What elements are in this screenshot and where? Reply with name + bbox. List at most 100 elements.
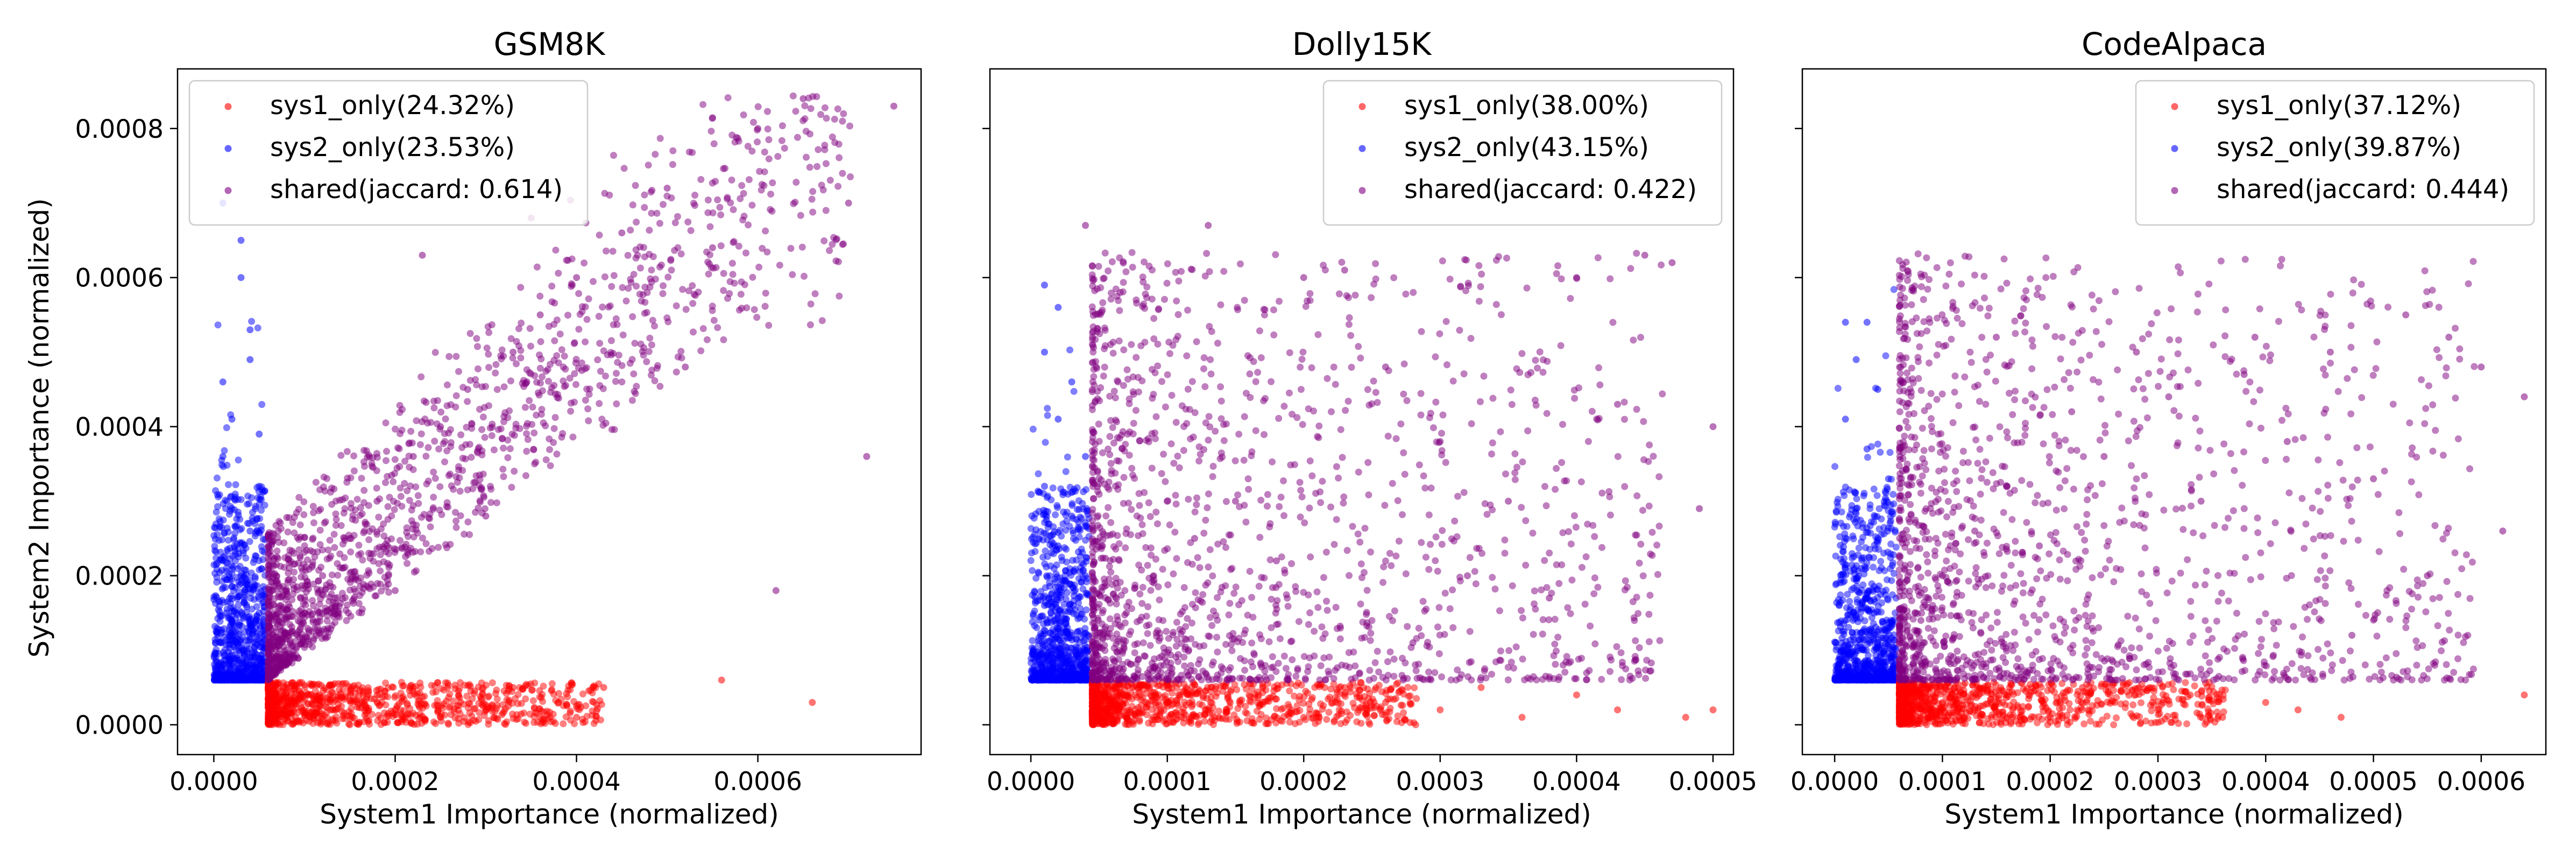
density-point (630, 370, 638, 378)
density-point (265, 699, 273, 706)
density-point (379, 693, 386, 700)
density-point (218, 524, 225, 531)
density-point (240, 573, 247, 580)
density-point (332, 516, 340, 523)
density-point (826, 247, 833, 254)
density-point (509, 354, 516, 362)
density-point (466, 377, 474, 384)
density-point (451, 705, 458, 713)
density-point (480, 494, 488, 501)
density-point (648, 266, 655, 274)
data-point-shared (845, 199, 852, 207)
density-point (533, 411, 540, 419)
density-point (500, 473, 507, 480)
density-point (328, 571, 336, 579)
density-point (346, 688, 353, 695)
y-tick-label: 0.0000 (75, 711, 164, 741)
density-point (671, 219, 679, 227)
density-point (1059, 491, 1067, 498)
density-point (417, 684, 424, 691)
density-point (1052, 511, 1059, 518)
density-point (379, 543, 387, 551)
density-point (1049, 664, 1057, 672)
density-point (452, 353, 460, 360)
density-point (521, 404, 529, 411)
density-point (440, 440, 447, 447)
density-point (450, 698, 457, 705)
density-point (641, 253, 648, 260)
density-point (605, 304, 612, 311)
data-point-shared (437, 423, 444, 431)
density-point (1325, 708, 1333, 716)
density-point (396, 409, 404, 416)
density-point (397, 430, 404, 438)
density-point (336, 564, 344, 571)
density-point (556, 330, 564, 338)
density-point (443, 402, 451, 410)
density-point (1061, 615, 1068, 623)
density-point (253, 630, 261, 637)
density-point (273, 547, 281, 555)
density-point (809, 208, 817, 216)
points-layer (1027, 222, 1717, 729)
density-point (277, 653, 285, 661)
density-point (648, 278, 655, 286)
density-point (820, 237, 828, 244)
density-point (284, 579, 292, 586)
density-point (716, 203, 724, 211)
density-point (807, 300, 815, 308)
density-point (627, 227, 634, 234)
density-point (504, 436, 512, 444)
density-point (258, 506, 265, 514)
data-point-sys1_only (536, 714, 544, 721)
density-point (498, 355, 505, 363)
density-point (778, 137, 785, 144)
data-point-shared (373, 497, 381, 505)
density-point (315, 588, 323, 595)
density-point (1136, 716, 1143, 724)
density-point (571, 370, 578, 377)
density-point (492, 690, 499, 697)
density-point (610, 152, 617, 159)
density-point (631, 340, 639, 347)
density-point (271, 664, 278, 671)
density-point (1296, 719, 1303, 726)
density-point (295, 494, 303, 501)
density-point (276, 696, 283, 703)
density-point (340, 509, 348, 517)
density-point (500, 445, 507, 452)
density-point (493, 499, 500, 506)
density-point (281, 554, 289, 561)
density-point (619, 284, 626, 291)
density-point (289, 519, 296, 526)
density-point (625, 285, 632, 292)
density-point (485, 350, 492, 358)
density-point (235, 456, 242, 464)
density-point (704, 196, 712, 204)
density-point (383, 548, 390, 555)
density-point (297, 533, 304, 541)
density-point (703, 336, 711, 343)
density-point (530, 429, 538, 436)
density-point (648, 367, 656, 374)
density-point (271, 669, 278, 677)
density-point (1060, 601, 1068, 608)
density-point (609, 248, 617, 255)
density-point (478, 696, 486, 703)
density-point (261, 502, 268, 509)
density-point (316, 617, 324, 625)
density-point (519, 379, 526, 387)
density-point (240, 594, 248, 601)
density-point (253, 603, 260, 610)
density-point (365, 567, 372, 574)
density-point (738, 305, 745, 312)
density-point (443, 698, 450, 705)
density-point (749, 273, 756, 281)
density-point (1058, 553, 1065, 561)
density-point (245, 630, 253, 637)
density-point (268, 579, 276, 586)
density-point (729, 271, 737, 278)
density-point (351, 594, 358, 601)
data-point-sys1_only (455, 691, 462, 699)
density-point (251, 664, 259, 671)
